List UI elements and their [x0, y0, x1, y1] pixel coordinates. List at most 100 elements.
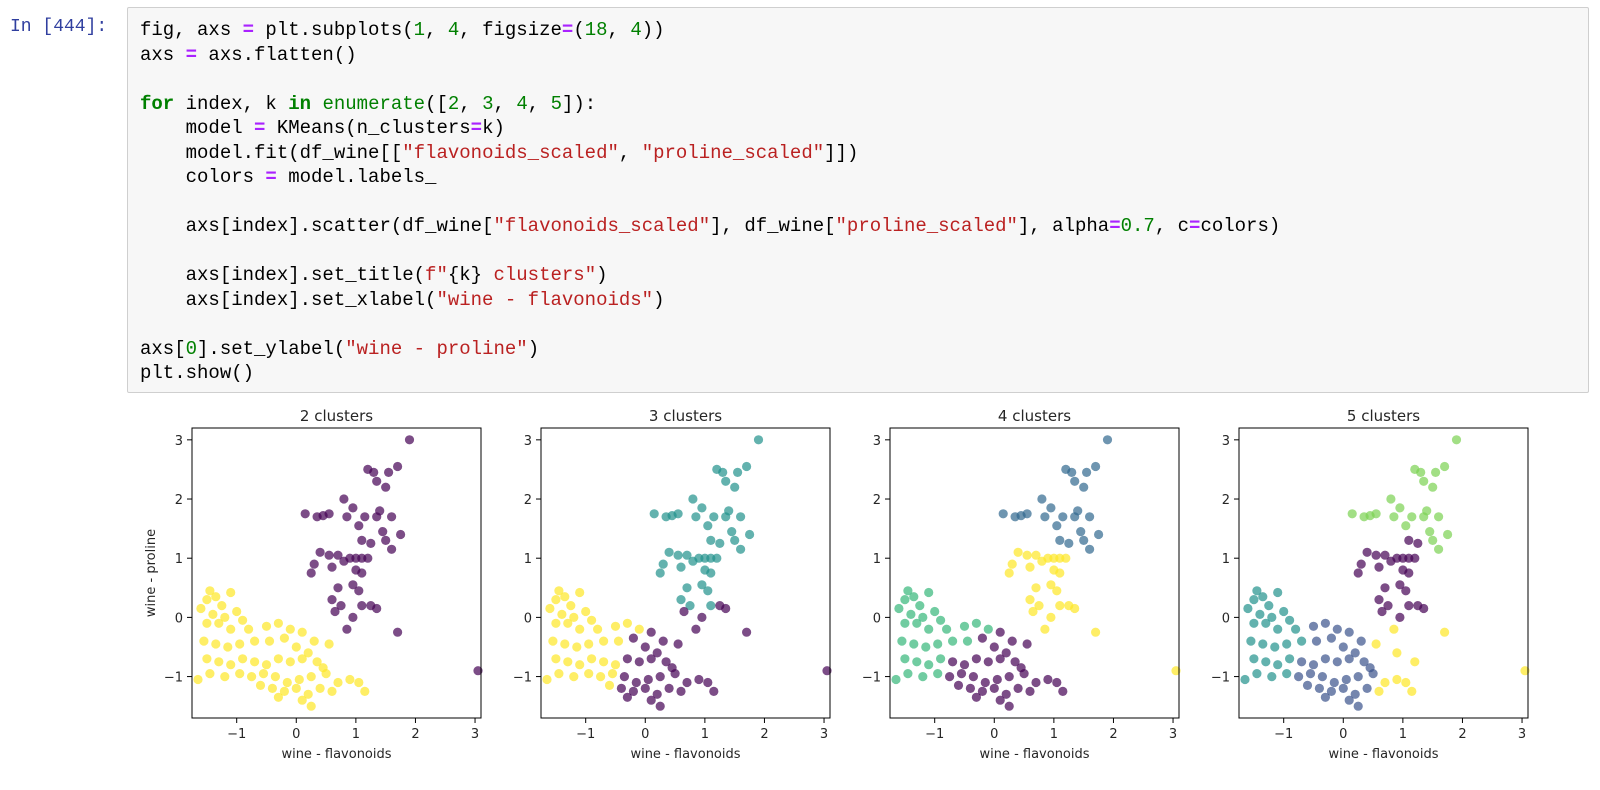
data-point — [297, 627, 307, 637]
data-point — [1013, 683, 1023, 693]
code-token: axs[index].set_xlabel( — [140, 288, 437, 311]
data-point — [1419, 512, 1429, 522]
x-tick-label: 1 — [701, 727, 709, 742]
data-point — [721, 512, 731, 522]
data-point — [1308, 621, 1319, 631]
data-point — [1261, 657, 1271, 667]
data-point — [962, 636, 973, 646]
data-point — [1395, 612, 1405, 622]
data-point — [1004, 568, 1014, 578]
data-point — [264, 636, 275, 646]
data-point — [1356, 636, 1366, 646]
y-tick-label: 3 — [873, 434, 881, 449]
data-point — [1031, 677, 1041, 688]
data-point — [357, 568, 367, 578]
data-point — [1395, 580, 1405, 590]
data-point — [1297, 657, 1307, 667]
y-tick-label: −1 — [862, 671, 881, 686]
data-point — [1240, 674, 1250, 685]
code-token: for — [140, 92, 175, 115]
data-point — [661, 512, 671, 522]
data-point — [581, 606, 591, 617]
data-point — [1025, 595, 1035, 605]
data-point — [273, 654, 283, 664]
data-point — [1413, 538, 1423, 548]
y-tick-label: 3 — [175, 434, 183, 449]
data-point — [1380, 583, 1390, 593]
data-point — [205, 586, 215, 596]
data-point — [736, 512, 746, 522]
data-point — [610, 660, 621, 670]
data-point — [912, 618, 922, 628]
data-point — [345, 674, 355, 685]
data-point — [404, 435, 415, 445]
data-point — [196, 603, 206, 614]
code-token: "wine - flavonoids" — [436, 288, 654, 311]
data-point — [312, 657, 322, 667]
y-tick-label: −1 — [164, 671, 183, 686]
code-token: plt.subplots( — [254, 19, 414, 41]
data-point — [1350, 689, 1360, 699]
data-point — [1249, 654, 1259, 664]
data-point — [959, 660, 970, 670]
data-point — [715, 538, 725, 548]
data-point — [953, 680, 964, 690]
data-point — [1273, 624, 1283, 634]
data-point — [1320, 692, 1330, 702]
code-editor[interactable]: fig, axs = plt.subplots(1, 4, figsize=(1… — [140, 18, 1280, 386]
data-point — [1022, 639, 1032, 649]
code-token: 2 — [447, 92, 460, 115]
chart-title: 3 clusters — [649, 407, 722, 425]
data-point — [1004, 672, 1014, 682]
data-point — [691, 512, 701, 522]
data-point — [378, 527, 388, 537]
data-point — [1079, 482, 1089, 492]
data-point — [655, 568, 665, 578]
data-point — [703, 677, 713, 688]
code-token: 0 — [185, 337, 198, 360]
data-point — [1037, 494, 1047, 504]
data-point — [1046, 580, 1056, 590]
code-token: colors) — [1200, 215, 1281, 237]
data-point — [918, 672, 928, 682]
code-token: k) — [482, 117, 505, 139]
cell-prompt: In [444]: — [10, 17, 108, 37]
code-token: ) — [653, 288, 665, 311]
code-cell-input[interactable]: fig, axs = plt.subplots(1, 4, figsize=(1… — [127, 7, 1589, 393]
x-tick-label: 3 — [1518, 727, 1526, 742]
code-token: KMeans(n_clusters — [265, 117, 471, 139]
data-point — [664, 547, 674, 557]
data-point — [989, 683, 999, 693]
data-point — [297, 695, 307, 705]
data-point — [1070, 512, 1080, 522]
data-point — [545, 603, 555, 614]
data-point — [1434, 512, 1444, 522]
x-tick-label: 1 — [352, 727, 360, 742]
data-point — [646, 627, 656, 637]
data-point — [745, 529, 755, 540]
data-point — [1285, 615, 1295, 625]
data-point — [584, 669, 594, 679]
data-point — [703, 586, 713, 596]
y-tick-label: 2 — [524, 493, 532, 508]
x-tick-label: 0 — [292, 727, 300, 742]
data-point — [563, 618, 573, 628]
data-point — [205, 669, 215, 679]
data-point — [924, 660, 934, 670]
data-point — [587, 654, 597, 664]
data-point — [211, 639, 221, 649]
data-point — [679, 606, 689, 617]
data-point — [199, 636, 209, 646]
data-point — [634, 624, 644, 634]
data-point — [384, 467, 394, 477]
data-point — [1362, 683, 1372, 693]
data-point — [587, 615, 597, 625]
data-point — [1061, 464, 1071, 474]
data-point — [354, 586, 364, 596]
data-point — [1347, 509, 1357, 519]
data-point — [1055, 601, 1065, 611]
data-point — [309, 636, 319, 646]
data-point — [1052, 677, 1062, 688]
data-point — [1246, 636, 1256, 646]
data-point — [387, 512, 397, 522]
